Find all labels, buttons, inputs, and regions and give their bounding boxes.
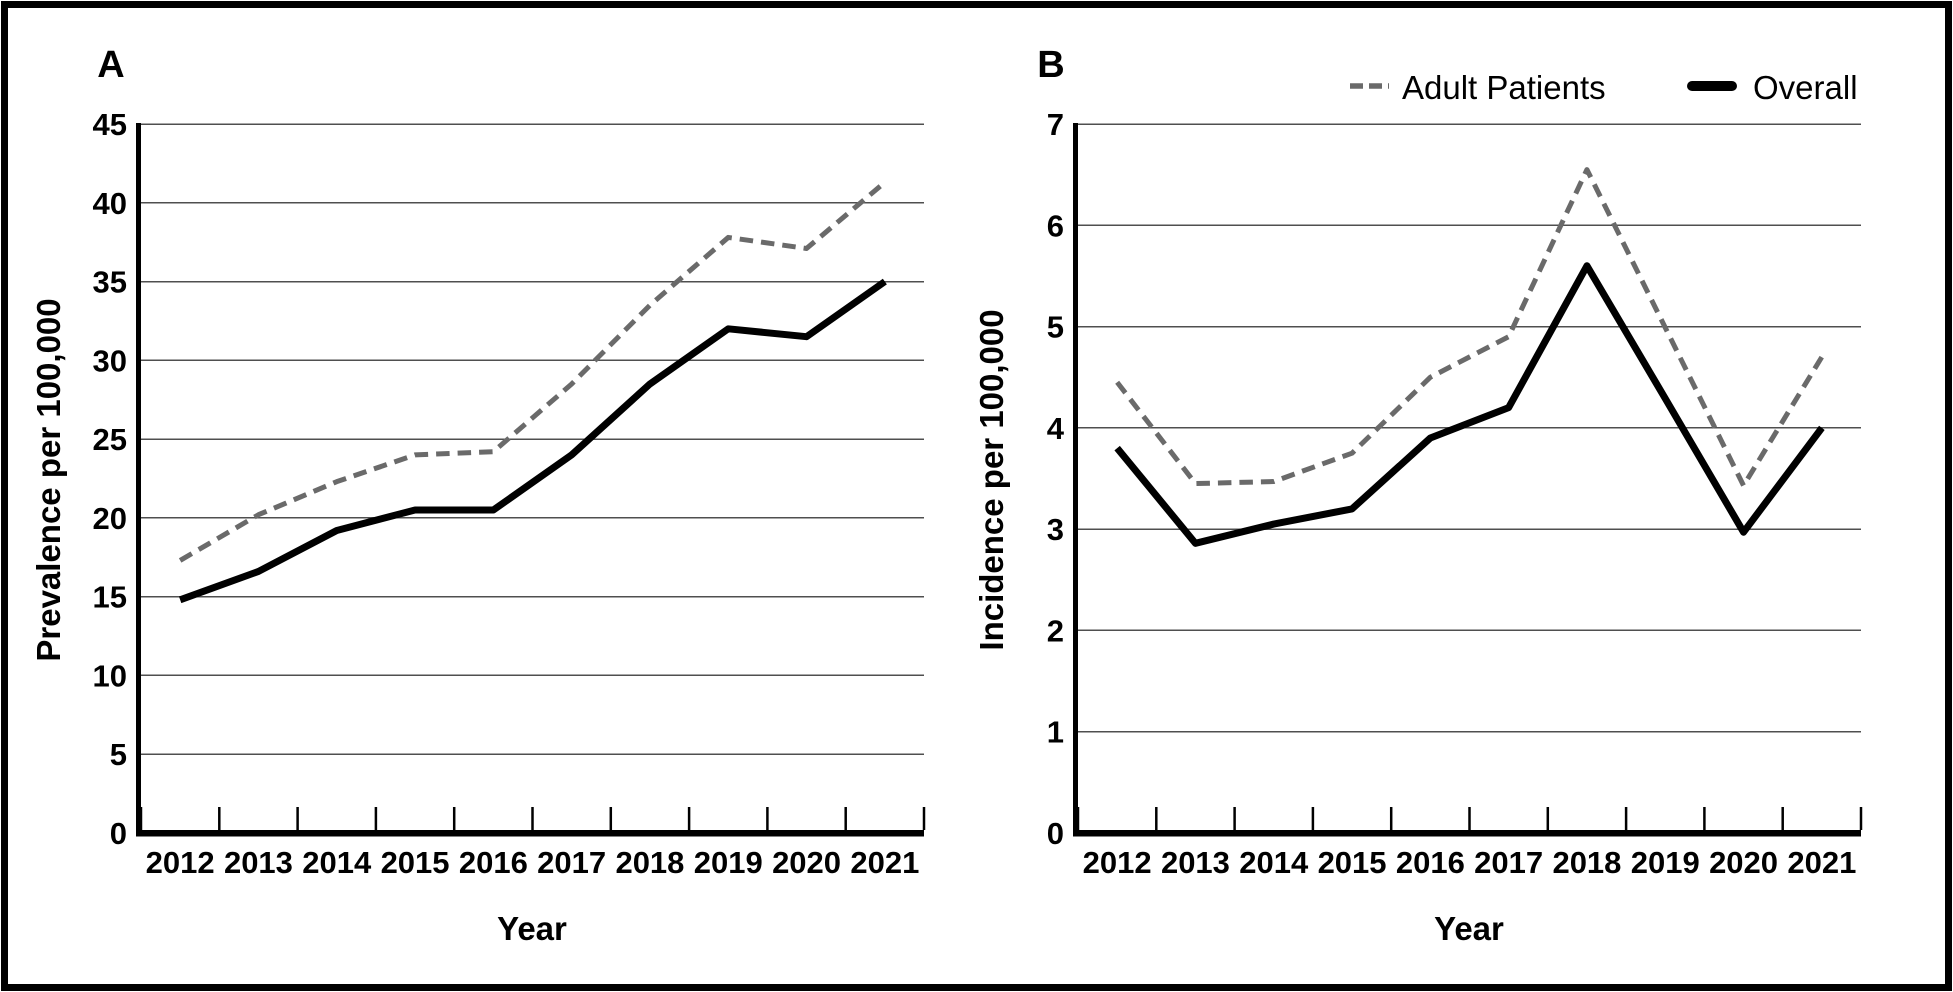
y-tick-label: 2 bbox=[1047, 613, 1064, 648]
y-tick-label: 4 bbox=[1047, 411, 1065, 446]
panel-b-x-axis-title: Year bbox=[1434, 910, 1504, 947]
panel-a-x-axis-title: Year bbox=[497, 910, 567, 947]
x-tick-label: 2020 bbox=[772, 845, 841, 880]
x-tick-label: 2021 bbox=[850, 845, 919, 880]
series-line-adult-patients bbox=[178, 180, 887, 563]
x-tick-label: 2014 bbox=[302, 845, 372, 880]
y-tick-label: 5 bbox=[110, 737, 127, 772]
x-tick-label: 2015 bbox=[381, 845, 450, 880]
y-tick-label: 40 bbox=[93, 186, 127, 221]
panel-a-chart: A Prevalence per 100,000 Year 0 5 10 15 20 25… bbox=[30, 44, 926, 947]
legend-label-overall: Overall bbox=[1753, 69, 1858, 106]
panel-a-letter: A bbox=[97, 44, 124, 86]
y-tick-label: 0 bbox=[110, 816, 127, 851]
x-tick-label: 2014 bbox=[1239, 845, 1309, 880]
x-tick-label: 2018 bbox=[1552, 845, 1621, 880]
x-tick-label: 2012 bbox=[1083, 845, 1152, 880]
y-tick-label: 15 bbox=[93, 580, 127, 615]
y-tick-label: 45 bbox=[93, 107, 127, 142]
x-tick-label: 2016 bbox=[459, 845, 528, 880]
x-tick-label: 2015 bbox=[1318, 845, 1387, 880]
series-line-overall bbox=[178, 278, 887, 604]
x-tick-label: 2018 bbox=[615, 845, 684, 880]
panel-b-chart: B Incidence per 100,000 Year Adult Patie… bbox=[976, 44, 1863, 947]
x-tick-label: 2013 bbox=[1161, 845, 1230, 880]
y-tick-label: 0 bbox=[1047, 816, 1064, 851]
legend-label-adult-patients: Adult Patients bbox=[1402, 69, 1606, 106]
series-line-adult-patients bbox=[1115, 167, 1824, 489]
x-tick-label: 2017 bbox=[1474, 845, 1543, 880]
y-tick-label: 1 bbox=[1047, 715, 1064, 750]
panel-a-plot-area: 0 5 10 15 20 25 30 35 40 45 2012 2013 2014 2015 2016 20… bbox=[93, 107, 926, 880]
y-tick-label: 5 bbox=[1047, 310, 1064, 345]
y-tick-label: 7 bbox=[1047, 107, 1064, 142]
x-tick-label: 2019 bbox=[694, 845, 763, 880]
x-tick-label: 2016 bbox=[1396, 845, 1465, 880]
y-tick-label: 35 bbox=[93, 265, 127, 300]
x-tick-label: 2019 bbox=[1631, 845, 1700, 880]
y-tick-label: 20 bbox=[93, 501, 127, 536]
panel-b-letter: B bbox=[1037, 44, 1064, 86]
y-tick-label: 10 bbox=[93, 658, 127, 693]
panel-b-plot-area: 0 1 2 3 4 5 6 7 2012 2013 2014 2015 2016 2017 2018 2019… bbox=[1047, 107, 1863, 880]
x-tick-label: 2020 bbox=[1709, 845, 1778, 880]
y-tick-label: 6 bbox=[1047, 208, 1064, 243]
panel-a-y-axis-title: Prevalence per 100,000 bbox=[30, 298, 67, 661]
x-tick-label: 2017 bbox=[537, 845, 606, 880]
series-line-overall bbox=[1114, 262, 1825, 547]
chart-legend: Adult Patients Overall bbox=[1350, 69, 1858, 106]
y-tick-label: 3 bbox=[1047, 512, 1064, 547]
x-tick-label: 2012 bbox=[146, 845, 215, 880]
x-tick-label: 2021 bbox=[1787, 845, 1856, 880]
x-tick-label: 2013 bbox=[224, 845, 293, 880]
y-tick-label: 25 bbox=[93, 422, 127, 457]
y-tick-label: 30 bbox=[93, 343, 127, 378]
panel-b-y-axis-title: Incidence per 100,000 bbox=[976, 309, 1010, 650]
